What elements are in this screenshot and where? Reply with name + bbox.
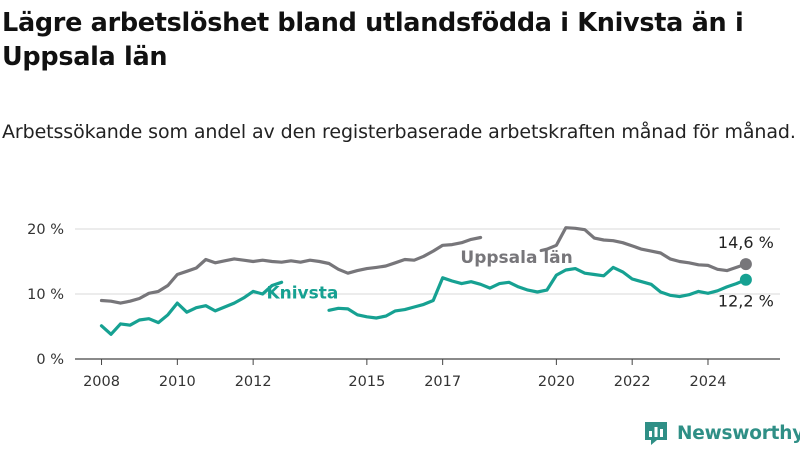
series-line-1-cont: [327, 265, 748, 320]
x-tick-label: 2020: [538, 374, 575, 390]
newsworthy-logo-icon: [645, 422, 667, 445]
end-value-label-knivsta: 12,2 %: [718, 292, 774, 311]
y-tick-label: 10 %: [27, 287, 64, 303]
series-line-0: [99, 235, 483, 305]
chart-title: Lägre arbetslöshet bland utlandsfödda i …: [2, 8, 744, 72]
label-layer: Uppsala län Knivsta 14,6 % 12,2 %: [266, 233, 773, 311]
axis-layer: 0 % 10 % 20 % 2008 2010 2012 2015 2017 2020 2022 2…: [27, 222, 726, 390]
series-line-1: [99, 280, 284, 336]
y-tick-label: 20 %: [27, 222, 64, 238]
brand-name: Newsworthy: [677, 422, 800, 444]
end-value-label-uppsala: 14,6 %: [718, 233, 774, 252]
x-tick-label: 2010: [159, 374, 196, 390]
newsworthy-logo[interactable]: Newsworthy: [643, 419, 800, 447]
series-end-point: [739, 273, 752, 286]
x-tick-label: 2024: [690, 374, 727, 390]
series-end-point: [739, 258, 752, 271]
line-chart: 0 % 10 % 20 % 2008 2010 2012 2015 2017 2020 2022 2…: [27, 222, 780, 390]
series-layer: [99, 226, 752, 336]
x-tick-label: 2012: [235, 374, 272, 390]
series-line-0-cont: [539, 226, 748, 273]
series-label-knivsta: Knivsta: [266, 284, 338, 304]
x-tick-label: 2022: [614, 374, 651, 390]
grid-layer: [75, 228, 780, 360]
x-tick-label: 2015: [348, 374, 385, 390]
y-tick-label: 0 %: [36, 352, 64, 368]
chart-subtitle: Arbetssökande som andel av den registerb…: [2, 121, 796, 143]
series-label-uppsala: Uppsala län: [460, 248, 572, 268]
x-tick-label: 2017: [424, 374, 461, 390]
x-tick-label: 2008: [83, 374, 120, 390]
